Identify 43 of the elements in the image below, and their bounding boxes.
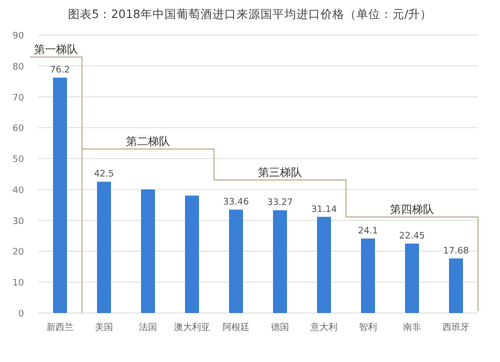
bar	[273, 210, 287, 313]
data-label: 22.45	[399, 232, 425, 242]
bar	[97, 182, 111, 313]
bar	[141, 189, 155, 313]
y-tick-label: 70	[12, 93, 24, 104]
x-tick-label: 西班牙	[442, 322, 470, 333]
y-tick-label: 20	[12, 248, 24, 258]
y-tick-label: 10	[12, 278, 24, 289]
bar	[405, 244, 419, 313]
x-tick-label: 澳大利亚	[174, 322, 210, 333]
x-tick-label: 美国	[95, 322, 113, 333]
data-label: 33.46	[223, 198, 250, 208]
chart-title: 图表5：2018年中国葡萄酒进口来源国平均进口价格（单位：元/升）	[68, 7, 432, 21]
annotation: 第二梯队	[126, 135, 170, 148]
y-tick-label: 40	[12, 186, 24, 196]
y-tick-label: 90	[12, 32, 24, 42]
bar	[229, 210, 243, 313]
data-label: 17.68	[443, 246, 470, 256]
y-tick-label: 80	[12, 62, 24, 72]
x-tick-label: 新西兰	[46, 322, 74, 333]
y-tick-label: 0	[18, 310, 24, 320]
data-label: 33.27	[267, 198, 293, 208]
data-label: 76.2	[50, 66, 70, 76]
y-tick-label: 50	[12, 155, 24, 166]
bar	[317, 216, 331, 313]
x-tick-label: 意大利	[310, 322, 338, 333]
x-tick-label: 德国	[271, 322, 289, 333]
x-tick-label: 智利	[359, 322, 377, 333]
annotation: 第一梯队	[34, 43, 78, 56]
y-tick-label: 60	[12, 124, 24, 134]
x-tick-label: 法国	[139, 322, 157, 333]
data-label: 24.1	[358, 226, 378, 237]
data-label: 42.5	[94, 170, 114, 180]
bar	[53, 78, 67, 313]
annotation: 第三梯队	[258, 166, 302, 179]
x-tick-label: 阿根廷	[222, 322, 250, 333]
data-label: 31.14	[311, 204, 338, 215]
bar	[449, 258, 463, 313]
bar	[361, 238, 375, 313]
bar	[185, 196, 199, 313]
x-tick-label: 南非	[403, 322, 421, 333]
annotation: 第四梯队	[390, 203, 434, 216]
y-tick-label: 30	[12, 216, 24, 227]
